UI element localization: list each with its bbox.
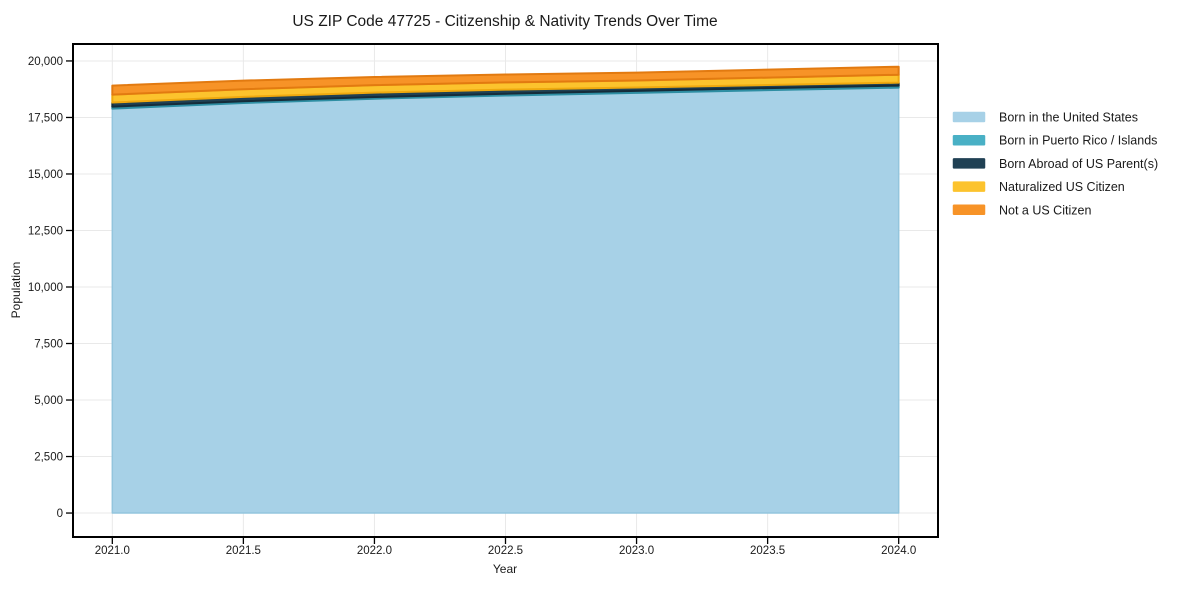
legend: Born in the United States Born in Puerto … [951, 110, 1158, 217]
y-tick-label: 20,000 [28, 56, 63, 68]
y-tick-label: 0 [57, 508, 63, 520]
legend-item: Born Abroad of US Parent(s) [951, 156, 1158, 171]
legend-item: Born in the United States [951, 110, 1138, 125]
y-tick-label: 15,000 [28, 169, 63, 181]
legend-swatch-born-in-puerto-rico-islands [951, 133, 987, 147]
legend-label-born-abroad-of-us-parent-s: Born Abroad of US Parent(s) [999, 157, 1158, 171]
legend-label-born-in-the-united-states: Born in the United States [999, 111, 1138, 125]
y-tick-label: 17,500 [28, 112, 63, 124]
chart-title: US ZIP Code 47725 - Citizenship & Nativi… [292, 13, 717, 30]
legend-swatch-born-in-the-united-states [951, 110, 987, 124]
y-axis-label: Population [9, 262, 23, 319]
y-tick-label: 2,500 [34, 452, 63, 464]
legend-swatch-born-abroad-of-us-parent-s [951, 156, 987, 171]
axis-ticks: 0 2,500 5,000 7,500 10,000 12,500 15,000 17,500… [28, 56, 916, 557]
x-tick-label: 2023.0 [619, 545, 654, 557]
legend-item: Born in Puerto Rico / Islands [951, 133, 1157, 148]
x-tick-label: 2021.0 [95, 545, 130, 557]
y-tick-label: 10,000 [28, 282, 63, 294]
y-tick-label: 5,000 [34, 395, 63, 407]
legend-label-naturalized-us-citizen: Naturalized US Citizen [999, 180, 1125, 194]
legend-label-not-a-us-citizen: Not a US Citizen [999, 203, 1091, 217]
x-tick-label: 2024.0 [881, 545, 916, 557]
area-series [111, 65, 900, 514]
x-tick-label: 2023.5 [750, 545, 785, 557]
x-tick-label: 2022.0 [357, 545, 392, 557]
x-axis-label: Year [493, 562, 517, 576]
area-not-a-us-citizen [111, 65, 900, 96]
y-tick-label: 7,500 [34, 339, 63, 351]
y-tick-label: 12,500 [28, 225, 63, 237]
x-tick-label: 2021.5 [226, 545, 261, 557]
legend-item: Naturalized US Citizen [951, 179, 1125, 194]
legend-swatch-naturalized-us-citizen [951, 179, 987, 194]
legend-item: Not a US Citizen [951, 203, 1091, 217]
legend-label-born-in-puerto-rico-islands: Born in Puerto Rico / Islands [999, 134, 1157, 148]
area-born-in-the-united-states [111, 86, 900, 514]
x-tick-label: 2022.5 [488, 545, 523, 557]
legend-swatch-not-a-us-citizen [951, 203, 987, 217]
